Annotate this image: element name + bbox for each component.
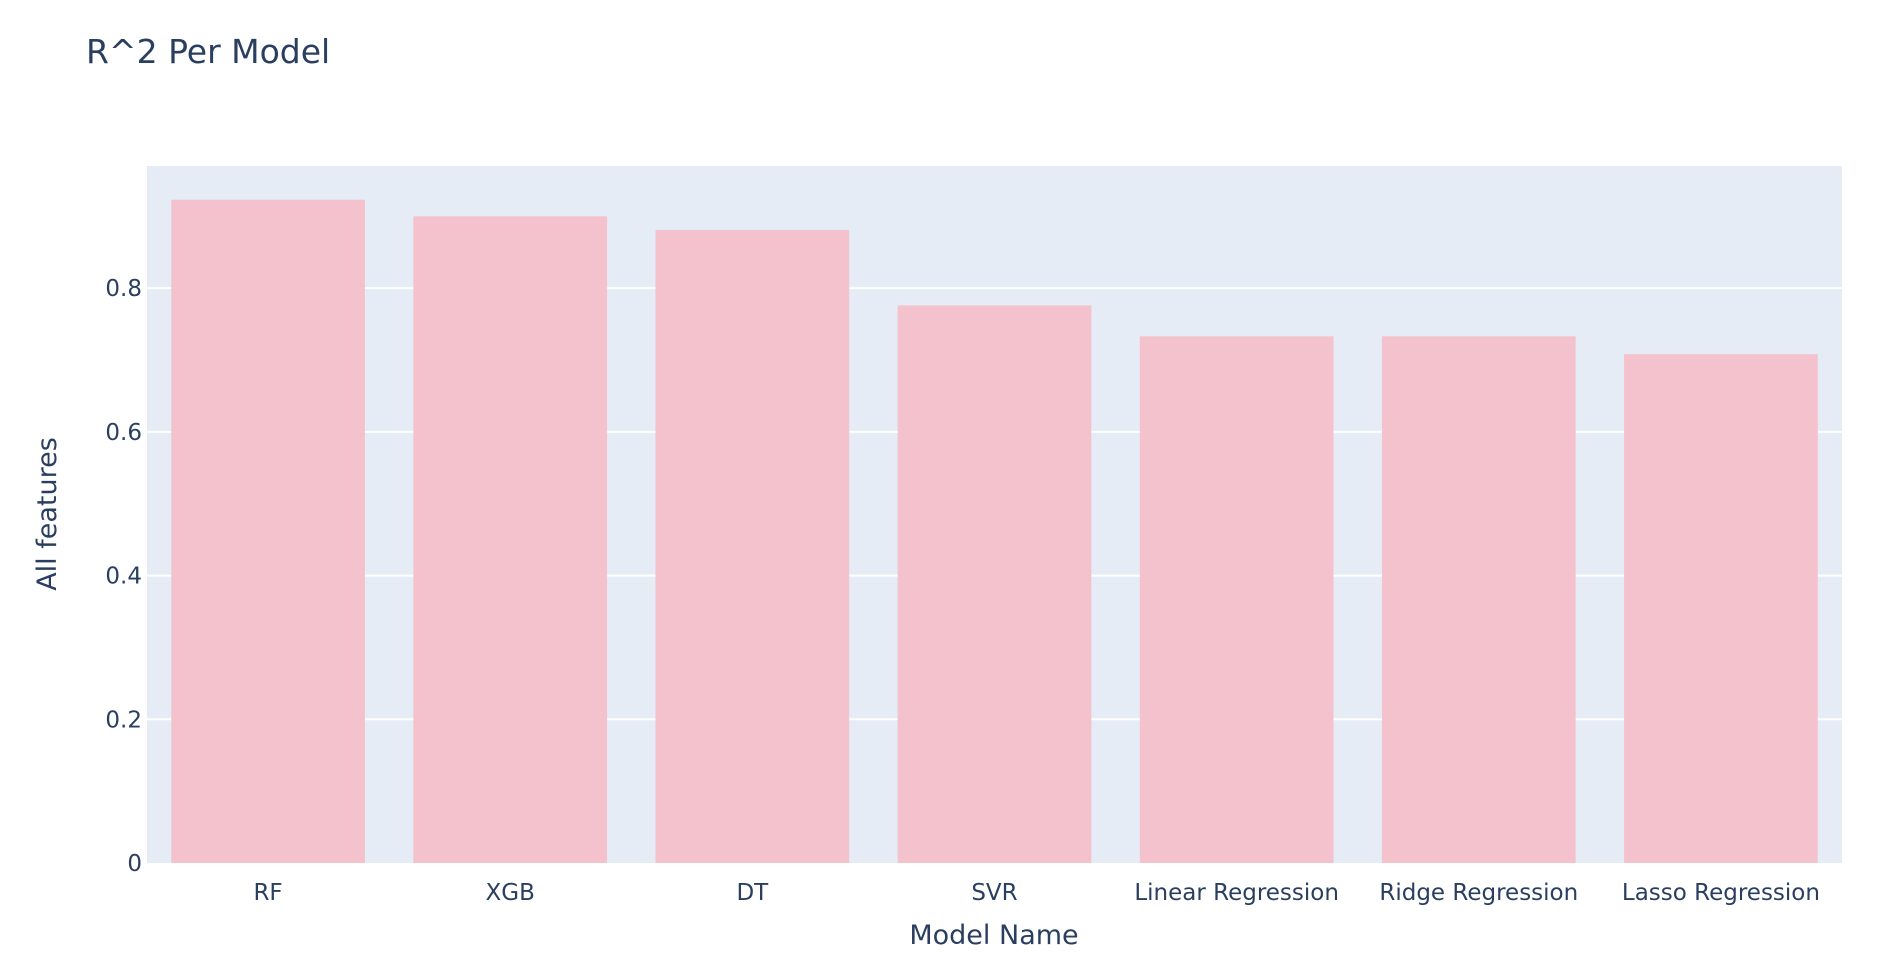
y-tick-label: 0 (127, 851, 142, 877)
chart-title: R^2 Per Model (86, 32, 330, 71)
y-axis-ticks: 0 0.2 0.4 0.6 0.8 (105, 276, 142, 877)
bar-lasso-regression (1624, 354, 1818, 863)
bars (171, 199, 1818, 864)
y-axis-title: All features (32, 437, 63, 591)
x-axis-ticks: RF XGB DT SVR Linear Regression Ridge Regress… (253, 880, 1819, 906)
y-tick-label: 0.6 (105, 420, 142, 446)
bar-linear-regression (1139, 336, 1334, 863)
y-tick-label: 0.8 (105, 276, 142, 302)
bar-dt (655, 229, 850, 864)
x-tick-label: Ridge Regression (1379, 880, 1578, 906)
x-tick-label: RF (253, 880, 282, 906)
x-tick-label: SVR (971, 880, 1017, 906)
x-tick-label: DT (736, 880, 769, 906)
x-axis-title: Model Name (909, 920, 1078, 951)
x-tick-label: XGB (486, 880, 535, 906)
x-tick-label: Linear Regression (1134, 880, 1339, 906)
bar-rf (171, 199, 365, 864)
bar-xgb (413, 216, 608, 864)
x-tick-label: Lasso Regression (1622, 880, 1820, 906)
bar-svr (897, 305, 1092, 863)
y-tick-label: 0.4 (105, 564, 142, 590)
bar-ridge-regression (1381, 336, 1576, 863)
y-tick-label: 0.2 (105, 707, 142, 733)
